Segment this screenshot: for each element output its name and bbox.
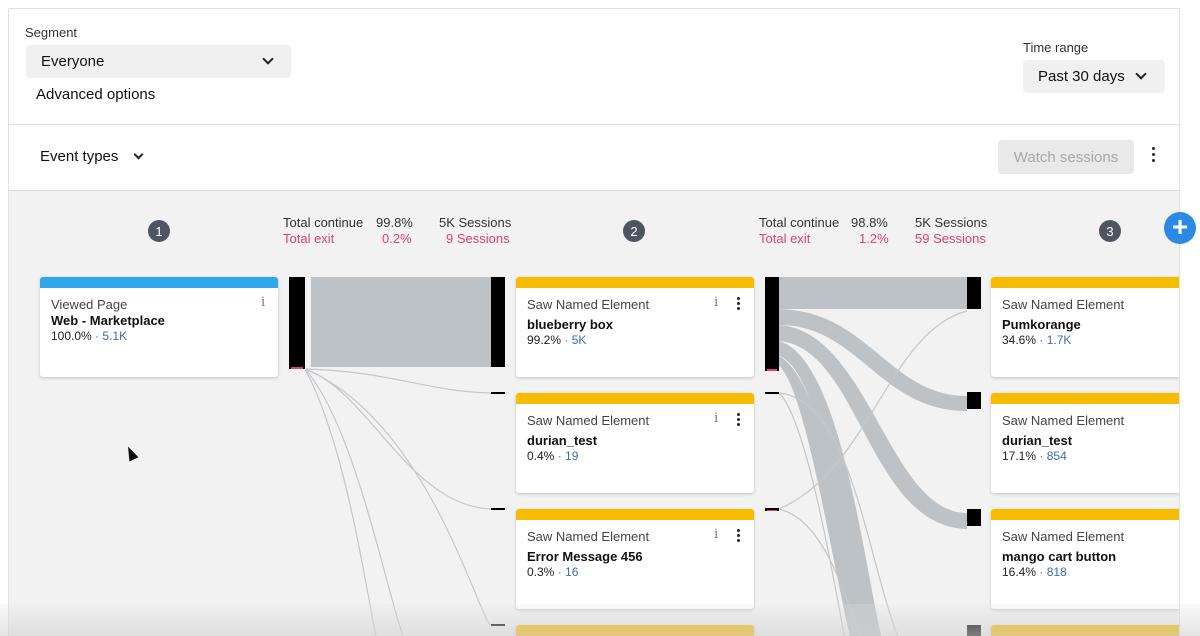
total-exit-label: Total exit: [283, 231, 335, 246]
event-card[interactable]: Saw Named Element durian_test 0.4% · 19 …: [516, 393, 754, 493]
event-pct: 34.6%: [1002, 333, 1037, 347]
info-icon[interactable]: i: [261, 295, 266, 310]
element-type-bar: [991, 277, 1179, 288]
event-name: Pumkorange: [1002, 317, 1081, 332]
total-exit-sessions: 9 Sessions: [446, 231, 510, 246]
event-name: mango cart button: [1002, 549, 1117, 564]
event-pct: 100.0%: [51, 329, 92, 343]
event-name: durian_test: [1002, 433, 1073, 448]
total-exit-label: Total exit: [759, 231, 811, 246]
step-2-badge: 2: [623, 220, 645, 242]
advanced-options-link[interactable]: Advanced options: [36, 86, 156, 103]
segment-value: Everyone: [41, 53, 105, 70]
event-card[interactable]: Saw Named Element durian_test 17.1% · 85…: [991, 393, 1179, 493]
event-pct: 0.3%: [527, 565, 555, 579]
event-card[interactable]: Saw Named Element mango cart button 16.4…: [991, 509, 1179, 609]
total-continue-pct: 98.8%: [851, 215, 888, 230]
flow-node-bar: [765, 277, 779, 371]
total-exit-pct: 0.2%: [382, 231, 412, 246]
segment-dropdown[interactable]: Everyone: [26, 45, 291, 78]
flow-node-bar: [491, 277, 505, 367]
element-type-bar: [516, 393, 754, 404]
event-card[interactable]: Saw Named Element Error Message 456 0.3%…: [516, 509, 754, 609]
watch-sessions-button[interactable]: Watch sessions: [998, 140, 1134, 174]
event-name: durian_test: [527, 433, 598, 448]
info-icon[interactable]: i: [714, 527, 719, 542]
journey-canvas: 1 2 3 Total continue 99.8% 5K Sessions T…: [9, 191, 1179, 636]
step-1-badge: 1: [148, 220, 170, 242]
total-continue-pct: 99.8%: [376, 215, 413, 230]
event-card[interactable]: Saw Named Element Pumkorange 34.6% · 1.7…: [991, 277, 1179, 377]
event-count: 854: [1046, 449, 1067, 463]
info-icon[interactable]: i: [714, 295, 719, 310]
kebab-menu-icon[interactable]: [736, 529, 740, 543]
event-count: 5.1K: [102, 329, 128, 343]
event-count: 1.7K: [1046, 333, 1072, 347]
event-card[interactable]: Viewed Page Web - Marketplace 100.0% · 5…: [40, 277, 278, 377]
total-exit-sessions: 59 Sessions: [915, 231, 986, 246]
kebab-menu-icon[interactable]: [1149, 147, 1157, 167]
event-count: 19: [565, 449, 579, 463]
page-type-bar: [40, 277, 278, 288]
segment-label: Segment: [25, 25, 78, 40]
event-type: Saw Named Element: [527, 529, 650, 544]
journey-panel: Segment Everyone Advanced options Time r…: [8, 8, 1180, 636]
event-name: blueberry box: [527, 317, 613, 332]
flow-diagram: [289, 277, 981, 636]
event-type: Saw Named Element: [1002, 413, 1125, 428]
event-pct: 16.4%: [1002, 565, 1037, 579]
chevron-down-icon: [1135, 68, 1147, 80]
element-type-bar: [516, 509, 754, 520]
event-type: Saw Named Element: [527, 297, 650, 312]
horizontal-scrollbar[interactable]: [0, 604, 1200, 636]
info-icon[interactable]: i: [714, 411, 719, 426]
total-continue-label: Total continue: [759, 215, 840, 230]
journey-toolbar: Event types Watch sessions: [9, 125, 1179, 191]
element-type-bar: [991, 509, 1179, 520]
event-stats: 100.0% · 5.1K: [51, 329, 128, 343]
step-3-badge: 3: [1099, 220, 1121, 242]
chevron-down-icon: [262, 53, 274, 65]
flow-node-bar: [289, 277, 305, 369]
chevron-down-icon: [133, 149, 144, 160]
plus-circle-icon[interactable]: +: [1164, 212, 1196, 244]
time-range-value: Past 30 days: [1038, 68, 1125, 85]
kebab-menu-icon[interactable]: [736, 297, 740, 311]
time-range-label: Time range: [1023, 40, 1089, 55]
element-type-bar: [516, 277, 754, 288]
event-type: Saw Named Element: [527, 413, 650, 428]
event-count: 818: [1046, 565, 1067, 579]
event-type: Saw Named Element: [1002, 529, 1125, 544]
total-exit-pct: 1.2%: [859, 231, 889, 246]
total-continue-sessions: 5K Sessions: [439, 215, 512, 230]
filter-bar: Segment Everyone Advanced options Time r…: [9, 9, 1179, 125]
event-card[interactable]: Saw Named Element blueberry box 99.2% · …: [516, 277, 754, 377]
event-types-dropdown[interactable]: Event types: [40, 148, 144, 165]
event-type: Saw Named Element: [1002, 297, 1125, 312]
element-type-bar: [991, 393, 1179, 404]
event-types-label: Event types: [40, 148, 119, 165]
total-continue-label: Total continue: [283, 215, 364, 230]
time-range-dropdown[interactable]: Past 30 days: [1023, 60, 1165, 93]
event-name: Web - Marketplace: [51, 313, 165, 328]
event-name: Error Message 456: [527, 549, 643, 564]
exit-marker: [291, 367, 303, 369]
event-count: 5K: [571, 333, 587, 347]
event-pct: 17.1%: [1002, 449, 1037, 463]
event-count: 16: [565, 565, 579, 579]
event-type: Viewed Page: [51, 297, 128, 312]
flow-ribbon: [311, 277, 491, 367]
total-continue-sessions: 5K Sessions: [915, 215, 988, 230]
kebab-menu-icon[interactable]: [736, 413, 740, 427]
event-pct: 99.2%: [527, 333, 562, 347]
event-pct: 0.4%: [527, 449, 555, 463]
